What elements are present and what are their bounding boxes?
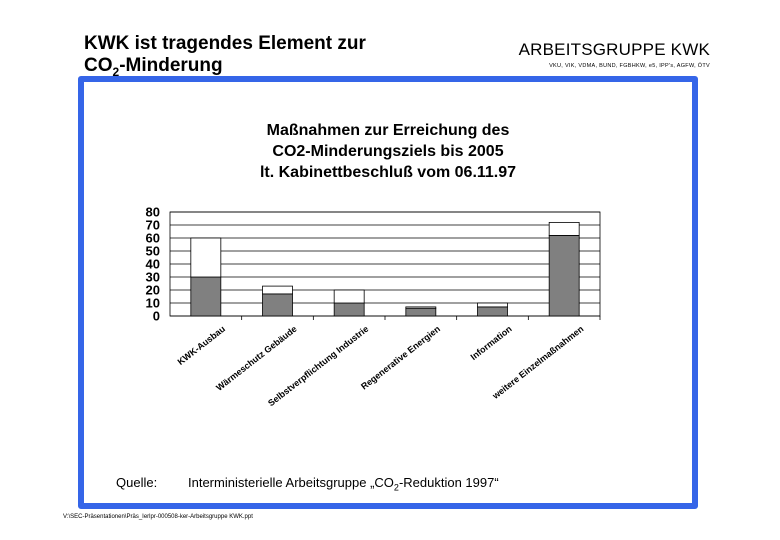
x-category-label: Information [469, 324, 514, 362]
bar-segment-lower [477, 306, 508, 317]
org-members: VKU, VIK, VDMA, BUND, FGBHKW, e5, IPP's,… [549, 63, 710, 69]
bar-segment-upper [262, 285, 293, 295]
chart-title-line: Maßnahmen zur Erreichung des [266, 122, 510, 139]
chart-title: Maßnahmen zur Erreichung des CO2-Minderu… [84, 120, 692, 183]
y-tick-label: 70 [146, 218, 160, 233]
slide-title-co: CO [84, 55, 113, 76]
org-header: ARBEITSGRUPPE KWK VKU, VIK, VDMA, BUND, … [519, 40, 710, 69]
source-suffix: -Reduktion 1997“ [398, 475, 499, 490]
bar-segment-lower [190, 276, 222, 317]
bar-segment-upper [405, 306, 437, 309]
y-tick-label: 80 [146, 205, 160, 220]
org-name: ARBEITSGRUPPE KWK [518, 40, 710, 59]
x-category-label: Regenerative Energien [359, 324, 442, 392]
x-category-label: Wärmeschutz Gebäude [214, 324, 299, 393]
x-category-label: KWK-Ausbau [176, 324, 227, 367]
footer-file-path: V:\SEC-Präsentationen\Präs_Ierlpr-000508… [63, 514, 253, 520]
source-subscript: 2 [393, 482, 399, 493]
chart-frame: Maßnahmen zur Erreichung des CO2-Minderu… [78, 76, 698, 509]
y-tick-label: 60 [146, 231, 160, 246]
source-label: Quelle: [116, 475, 158, 490]
slide-title-suffix: -Minderung [119, 55, 223, 76]
bar-segment-upper [190, 237, 222, 278]
bar-segment-upper [477, 302, 508, 308]
bar-segment-lower [405, 307, 437, 317]
chart-title-line: lt. Kabinettbeschluß vom 06.11.97 [259, 164, 517, 181]
y-tick-label: 50 [146, 244, 160, 259]
y-tick-label: 30 [146, 270, 160, 285]
slide-title-line2: CO2-Minderung [84, 55, 366, 83]
y-tick-label: 0 [153, 309, 160, 324]
y-tick-label: 20 [146, 283, 160, 298]
bar-segment-upper [548, 221, 580, 236]
slide-title-subscript: 2 [112, 64, 120, 79]
bar-segment-lower [333, 302, 365, 317]
bar-segment-lower [548, 234, 580, 317]
source-text: Interministerielle Arbeitsgruppe „CO2-Re… [188, 475, 499, 493]
bar-segment-upper [333, 289, 365, 304]
source-prefix: Interministerielle Arbeitsgruppe „CO [188, 475, 394, 490]
bar-segment-lower [262, 293, 293, 317]
y-tick-label: 40 [146, 257, 160, 272]
slide-title: KWK ist tragendes Element zur CO2-Minder… [84, 33, 366, 83]
slide-title-line1: KWK ist tragendes Element zur [84, 33, 366, 54]
y-tick-label: 10 [146, 296, 160, 311]
chart-title-line: CO2-Minderungsziels bis 2005 [272, 143, 504, 160]
